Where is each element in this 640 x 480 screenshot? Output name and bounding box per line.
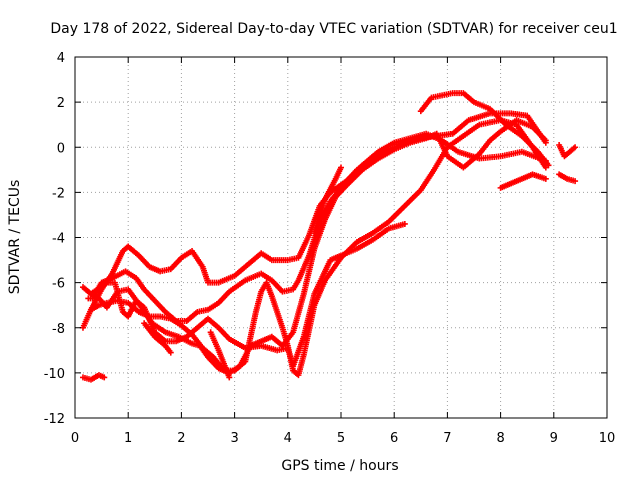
y-axis-label: SDTVAR / TECUs [7,180,23,295]
series-track-12 [556,141,579,160]
x-axis-label: GPS time / hours [281,458,398,474]
y-tick-label: -2 [52,186,65,201]
data-point [542,137,549,144]
series-track-8 [311,164,344,236]
series-track-11 [497,171,549,191]
y-tick-label: -12 [44,412,65,427]
x-tick-label: 6 [390,431,398,446]
y-tick-label: -8 [52,322,65,337]
x-tick-label: 3 [230,431,238,446]
data-point [167,349,174,356]
x-tick-label: 2 [177,431,185,446]
x-tick-label: 8 [496,431,504,446]
x-tick-label: 1 [124,431,132,446]
series-track-9 [79,372,108,383]
data-point [401,220,408,227]
grid-lines [75,57,607,418]
data-point [545,162,552,169]
y-tick-label: -10 [44,367,65,382]
data-point [542,175,549,182]
x-tick-label: 9 [550,431,558,446]
y-tick-label: 0 [57,141,65,156]
series-track-5 [87,220,408,370]
series-markers [79,90,579,383]
x-tick-label: 5 [337,431,345,446]
data-point [572,178,579,185]
y-tick-label: -6 [52,277,65,292]
chart-title: Day 178 of 2022, Sidereal Day-to-day VTE… [50,21,617,37]
series-track-13 [556,171,579,185]
y-tick-label: 4 [57,51,65,66]
data-point [226,374,233,381]
axis-ticks: 0 1 2 3 4 5 6 7 8 9 10 4 2 0 -2 -4 -6 -8 -10 -12 [44,51,616,446]
x-tick-label: 7 [443,431,451,446]
series-track-10 [417,90,552,169]
y-tick-label: -4 [52,232,65,247]
x-tick-label: 10 [599,431,616,446]
series-track-6 [141,320,174,356]
series-track-7 [207,329,233,381]
x-tick-label: 4 [284,431,292,446]
data-point [338,164,344,171]
data-point [101,374,108,381]
y-tick-label: 2 [57,96,65,111]
data-point [572,144,579,151]
x-tick-label: 0 [71,431,79,446]
